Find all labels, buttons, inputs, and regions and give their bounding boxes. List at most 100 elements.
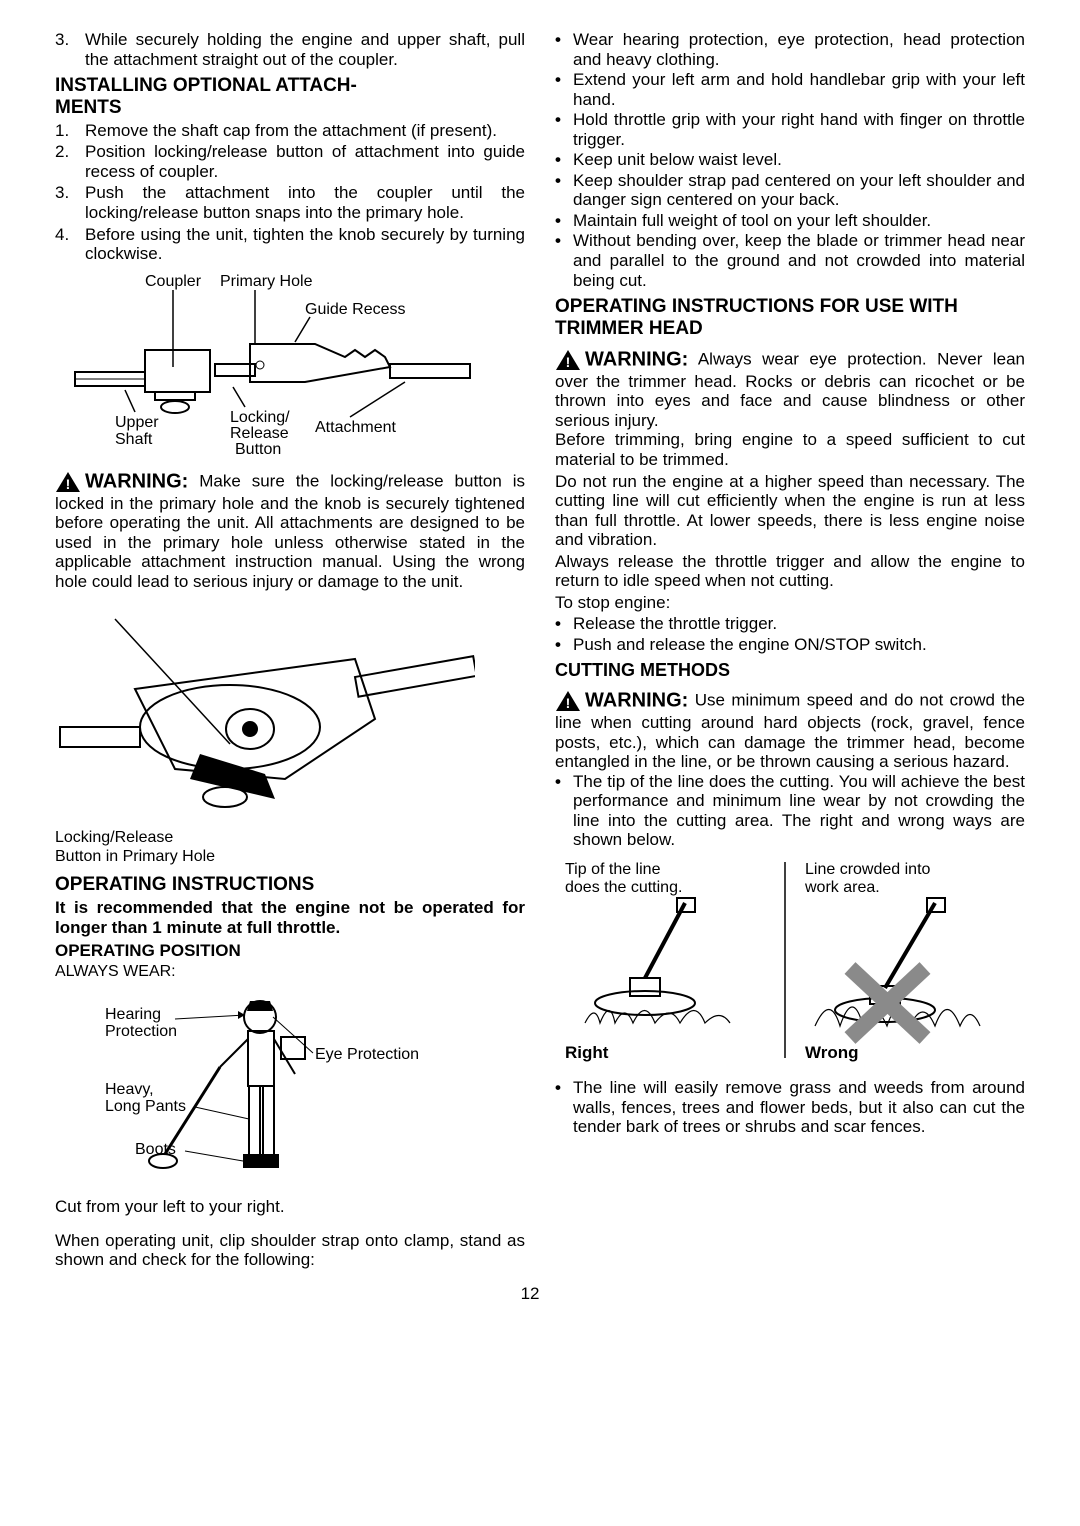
list-item: •Hold throttle grip with your right hand… xyxy=(555,110,1025,149)
label-locking-a: Locking/ xyxy=(230,409,290,426)
label-heavy-a: Heavy, xyxy=(105,1081,154,1098)
list-item: •Without bending over, keep the blade or… xyxy=(555,231,1025,290)
operating-position-diagram: Hearing Protection Heavy, Long Pants Boo… xyxy=(55,989,525,1189)
bullet-text: Maintain full weight of tool on your lef… xyxy=(573,211,1025,231)
bullet-text: Keep unit below waist level. xyxy=(573,150,1025,170)
bullet-text: Wear hearing protection, eye protection,… xyxy=(573,30,1025,69)
label-crowd-b: work area. xyxy=(804,879,880,896)
list-item: 3. While securely holding the engine and… xyxy=(55,30,525,69)
warning-word: WARNING: xyxy=(85,470,188,492)
list-item: •Extend your left arm and hold handlebar… xyxy=(555,70,1025,109)
label-crowd-a: Line crowded into xyxy=(805,861,931,878)
operating-svg: Hearing Protection Heavy, Long Pants Boo… xyxy=(55,989,475,1189)
heading-position: OPERATING POSITION xyxy=(55,941,525,961)
bullet-icon: • xyxy=(555,635,573,655)
svg-text:!: ! xyxy=(66,476,71,492)
list-number: 1. xyxy=(55,121,85,141)
list-item: •Maintain full weight of tool on your le… xyxy=(555,211,1025,231)
label-primary: Primary Hole xyxy=(220,273,313,290)
svg-text:!: ! xyxy=(566,695,571,711)
bullet-text: Hold throttle grip with your right hand … xyxy=(573,110,1025,149)
coupler-diagram: Coupler Primary Hole Guide Recess xyxy=(55,272,525,462)
label-tip-a: Tip of the line xyxy=(565,861,661,878)
right-wrong-diagram: Tip of the line does the cutting. Line c… xyxy=(555,858,1025,1068)
label-right: Right xyxy=(565,1043,609,1062)
label-coupler: Coupler xyxy=(145,273,202,290)
warning-word: WARNING: xyxy=(585,690,688,712)
label-heavy-b: Long Pants xyxy=(105,1098,186,1115)
list-item: •The tip of the line does the cutting. Y… xyxy=(555,772,1025,850)
label-hearing-a: Hearing xyxy=(105,1006,161,1023)
heading-operating: OPERATING INSTRUCTIONS xyxy=(55,874,525,896)
label-attach: Attachment xyxy=(315,419,396,436)
list-item: •Keep shoulder strap pad centered on you… xyxy=(555,171,1025,210)
para-trim-2: Do not run the engine at a higher speed … xyxy=(555,472,1025,550)
warning-icon: ! xyxy=(555,348,581,372)
bullet-text: The tip of the line does the cutting. Yo… xyxy=(573,772,1025,850)
left-column: 3. While securely holding the engine and… xyxy=(55,30,525,1272)
list-text: Push the attachment into the coupler unt… xyxy=(85,183,525,222)
list-number: 2. xyxy=(55,142,85,181)
list-item: 4. Before using the unit, tighten the kn… xyxy=(55,225,525,264)
list-item: •The line will easily remove grass and w… xyxy=(555,1078,1025,1137)
para-trim-1: Before trimming, bring engine to a speed… xyxy=(555,430,1025,469)
cut-direction: Cut from your left to your right. xyxy=(55,1197,525,1217)
list-item: •Release the throttle trigger. xyxy=(555,614,1025,634)
warning-2: ! WARNING: Always wear eye protection. N… xyxy=(555,348,1025,431)
bullet-icon: • xyxy=(555,30,573,69)
label-eye: Eye Protection xyxy=(315,1046,419,1063)
warning-1: ! WARNING: Make sure the locking/release… xyxy=(55,470,525,592)
diagram-caption-a: Locking/Release xyxy=(55,829,525,847)
label-boots: Boots xyxy=(135,1141,176,1158)
bullet-text: The line will easily remove grass and we… xyxy=(573,1078,1025,1137)
label-wrong: Wrong xyxy=(805,1043,859,1062)
bullet-icon: • xyxy=(555,1078,573,1137)
label-upper-a: Upper xyxy=(115,414,159,431)
stop-engine: To stop engine: xyxy=(555,593,1025,613)
list-text: Position locking/release button of attac… xyxy=(85,142,525,181)
heading-line-2: MENTS xyxy=(55,97,122,118)
clip-strap: When operating unit, clip shoulder strap… xyxy=(55,1231,525,1270)
heading-cutting: CUTTING METHODS xyxy=(555,660,1025,681)
para-trim-3: Always release the throttle trigger and … xyxy=(555,552,1025,591)
label-locking-c: Button xyxy=(235,441,281,458)
list-item: •Wear hearing protection, eye protection… xyxy=(555,30,1025,69)
bullet-icon: • xyxy=(555,231,573,290)
bullet-text: Extend your left arm and hold handlebar … xyxy=(573,70,1025,109)
list-number: 3. xyxy=(55,183,85,222)
list-item: •Push and release the engine ON/STOP swi… xyxy=(555,635,1025,655)
right-column: •Wear hearing protection, eye protection… xyxy=(555,30,1025,1272)
recommendation: It is recommended that the engine not be… xyxy=(55,898,525,937)
list-item: •Keep unit below waist level. xyxy=(555,150,1025,170)
bullet-icon: • xyxy=(555,211,573,231)
list-number: 4. xyxy=(55,225,85,264)
list-item: 3. Push the attachment into the coupler … xyxy=(55,183,525,222)
list-text: Remove the shaft cap from the attachment… xyxy=(85,121,525,141)
heading-trimmer: OPERATING INSTRUCTIONS FOR USE WITH TRIM… xyxy=(555,296,1025,340)
diagram-caption-b: Button in Primary Hole xyxy=(55,848,525,866)
warning-word: WARNING: xyxy=(585,348,688,370)
heading-installing: INSTALLING OPTIONAL ATTACH- MENTS xyxy=(55,75,525,119)
locking-diagram: Locking/Release Button in Primary Hole xyxy=(55,599,525,866)
bullet-icon: • xyxy=(555,171,573,210)
bullet-icon: • xyxy=(555,150,573,170)
always-wear: ALWAYS WEAR: xyxy=(55,963,525,981)
list-text: While securely holding the engine and up… xyxy=(85,30,525,69)
bullet-text: Release the throttle trigger. xyxy=(573,614,1025,634)
bullet-text: Without bending over, keep the blade or … xyxy=(573,231,1025,290)
label-locking-b: Release xyxy=(230,425,289,442)
bullet-text: Push and release the engine ON/STOP swit… xyxy=(573,635,1025,655)
right-wrong-svg: Tip of the line does the cutting. Line c… xyxy=(555,858,1025,1068)
bullet-icon: • xyxy=(555,614,573,634)
warning-icon: ! xyxy=(55,470,81,494)
page-number: 12 xyxy=(521,1284,1025,1304)
label-upper-b: Shaft xyxy=(115,431,153,448)
list-item: 2. Position locking/release button of at… xyxy=(55,142,525,181)
label-tip-b: does the cutting. xyxy=(565,879,682,896)
warning-icon: ! xyxy=(555,689,581,713)
two-column-layout: 3. While securely holding the engine and… xyxy=(55,30,1025,1272)
label-guide: Guide Recess xyxy=(305,301,406,318)
list-text: Before using the unit, tighten the knob … xyxy=(85,225,525,264)
label-hearing-b: Protection xyxy=(105,1023,177,1040)
bullet-icon: • xyxy=(555,772,573,850)
